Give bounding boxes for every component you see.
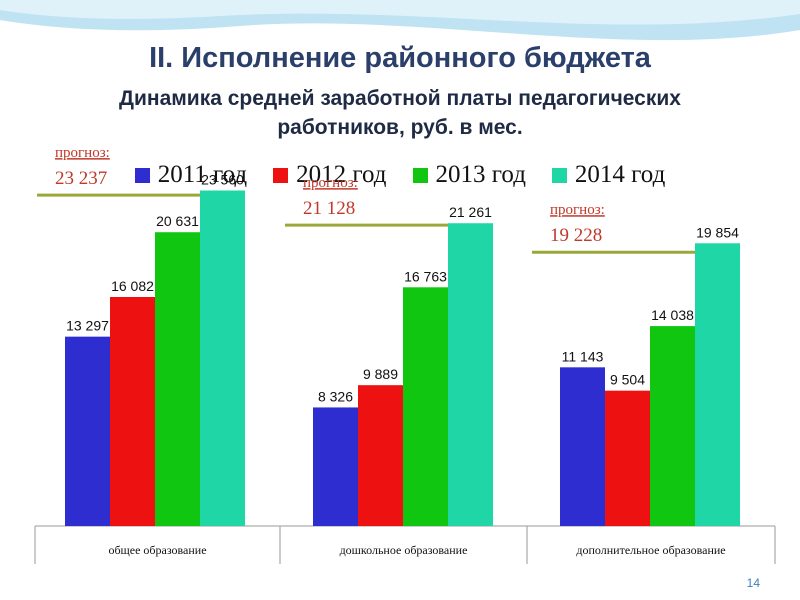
legend-label-2013: 2013 год [435, 161, 526, 188]
forecast-label-2: прогноз: [550, 202, 605, 218]
data-label-2013-0: 20 631 [156, 213, 199, 229]
data-label-2013-2: 14 038 [651, 307, 694, 323]
bar-2011-2 [560, 367, 605, 526]
legend-swatch-2014 [551, 167, 567, 183]
category-label-0: общее образование [108, 543, 206, 557]
legend-item-2013: 2013 год [412, 161, 526, 189]
bar-2014-0 [200, 190, 245, 526]
data-label-2013-1: 16 763 [404, 268, 447, 284]
forecast-value-2: 19 228 [550, 225, 602, 246]
legend-swatch-2012 [273, 167, 289, 183]
data-label-2012-1: 9 889 [363, 366, 398, 382]
chart-subtitle: Динамика средней заработной платы педаго… [0, 84, 800, 142]
chart-subtitle-line-1: Динамика средней заработной платы педаго… [119, 87, 681, 110]
bar-2011-0 [65, 336, 110, 526]
chart-legend: 2011 год 2012 год 2013 год 2014 год [0, 161, 800, 189]
data-label-2014-2: 19 854 [696, 224, 739, 240]
bar-2013-1 [403, 287, 448, 526]
data-label-2012-0: 16 082 [111, 278, 154, 294]
data-label-2011-0: 13 297 [66, 318, 109, 334]
data-label-2014-0: 23 560 [201, 172, 244, 188]
legend-item-2014: 2014 год [551, 161, 666, 189]
category-label-2: дополнительное образование [576, 543, 725, 557]
bar-2011-1 [313, 407, 358, 526]
forecast-label-1: прогноз: [303, 175, 358, 191]
bar-2013-2 [650, 326, 695, 526]
bar-2012-2 [605, 390, 650, 526]
legend-swatch-2013 [412, 167, 428, 183]
data-label-2012-2: 9 504 [610, 372, 645, 388]
page-number: 14 [746, 576, 760, 590]
data-label-2014-1: 21 261 [449, 204, 492, 220]
legend-item-2012: 2012 год [273, 161, 387, 189]
legend-label-2011: 2011 год [157, 161, 248, 188]
forecast-value-0: 23 237 [55, 168, 107, 189]
data-label-2011-1: 8 326 [318, 388, 353, 404]
forecast-label-0: прогноз: [55, 145, 110, 161]
chart-subtitle-line-2: работников, руб. в мес. [277, 116, 523, 139]
forecast-value-1: 21 128 [303, 198, 355, 219]
header-wave-light [0, 0, 800, 25]
bar-2012-1 [358, 385, 403, 526]
legend-label-2014: 2014 год [574, 161, 666, 188]
legend-swatch-2011 [134, 167, 150, 183]
bar-2014-2 [695, 243, 740, 526]
legend-item-2011: 2011 год [134, 161, 248, 189]
data-label-2011-2: 11 143 [562, 348, 604, 364]
bar-2013-0 [155, 232, 200, 527]
slide-title: II. Исполнение районного бюджета [149, 42, 651, 74]
category-label-1: дошкольное образование [340, 543, 468, 557]
bar-2012-0 [110, 296, 155, 526]
legend-label-2012: 2012 год [296, 161, 387, 188]
bar-2014-1 [448, 223, 493, 527]
